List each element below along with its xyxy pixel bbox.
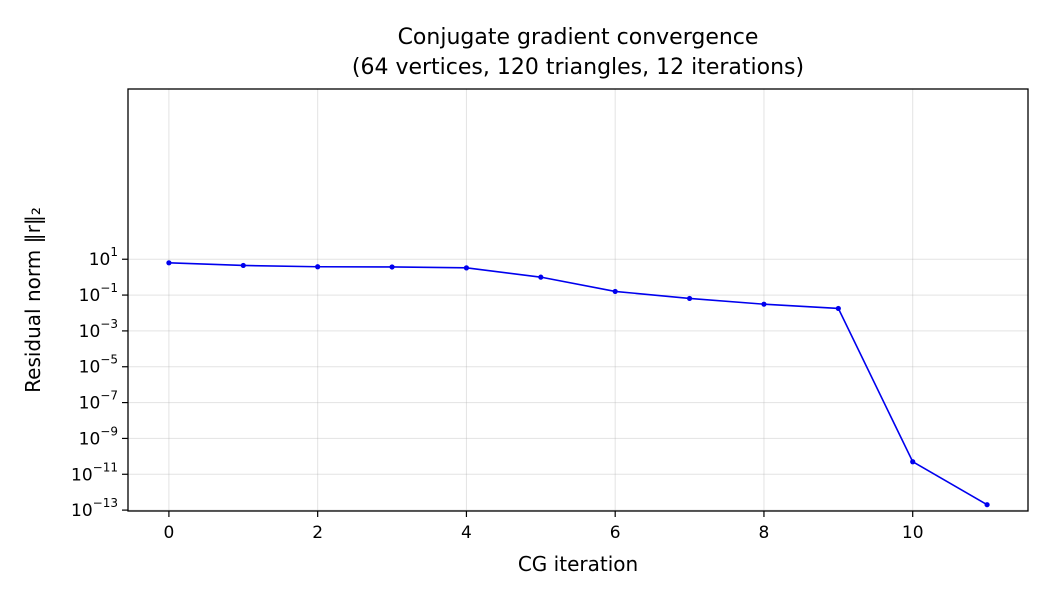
series-layer (166, 260, 990, 508)
residual-series-line (168, 262, 988, 506)
tick-layer: 0 2 4 6 8 10 101 10−1 10−3 10−5 10−7 10−9 10−11 10−13 (71, 245, 923, 543)
x-tick-label: 4 (461, 523, 472, 543)
y-tick-label: 10−13 (71, 496, 118, 521)
residual-point (835, 305, 841, 312)
y-tick-label: 101 (89, 245, 118, 270)
x-tick-label: 0 (163, 523, 174, 543)
chart-subtitle: (64 vertices, 120 triangles, 12 iteratio… (352, 55, 804, 80)
residual-point (463, 265, 470, 271)
plot-frame (127, 88, 1029, 512)
residual-point (315, 264, 321, 270)
x-tick-label: 2 (312, 523, 323, 543)
residual-point (612, 288, 618, 295)
x-tick-label: 10 (902, 523, 924, 543)
chart-title: Conjugate gradient convergence (398, 25, 759, 50)
x-tick-label: 8 (759, 523, 770, 543)
residual-point (240, 262, 246, 269)
residual-point (984, 502, 990, 508)
residual-point (538, 274, 544, 280)
y-tick-label: 10−5 (79, 353, 118, 378)
y-tick-label: 10−9 (79, 424, 118, 449)
residual-point (389, 264, 395, 270)
y-tick-label: 10−11 (71, 460, 118, 485)
x-tick-label: 6 (610, 523, 621, 543)
residual-point (166, 260, 172, 266)
y-tick-label: 10−3 (79, 317, 118, 342)
residual-point (686, 295, 693, 302)
y-axis-label: Residual norm ‖r‖₂ (21, 207, 45, 393)
y-tick-label: 10−1 (79, 281, 118, 306)
residual-point (910, 459, 916, 465)
residual-point (761, 301, 767, 307)
y-tick-label: 10−7 (79, 389, 118, 414)
grid (128, 89, 1028, 511)
x-axis-label: CG iteration (518, 552, 638, 576)
